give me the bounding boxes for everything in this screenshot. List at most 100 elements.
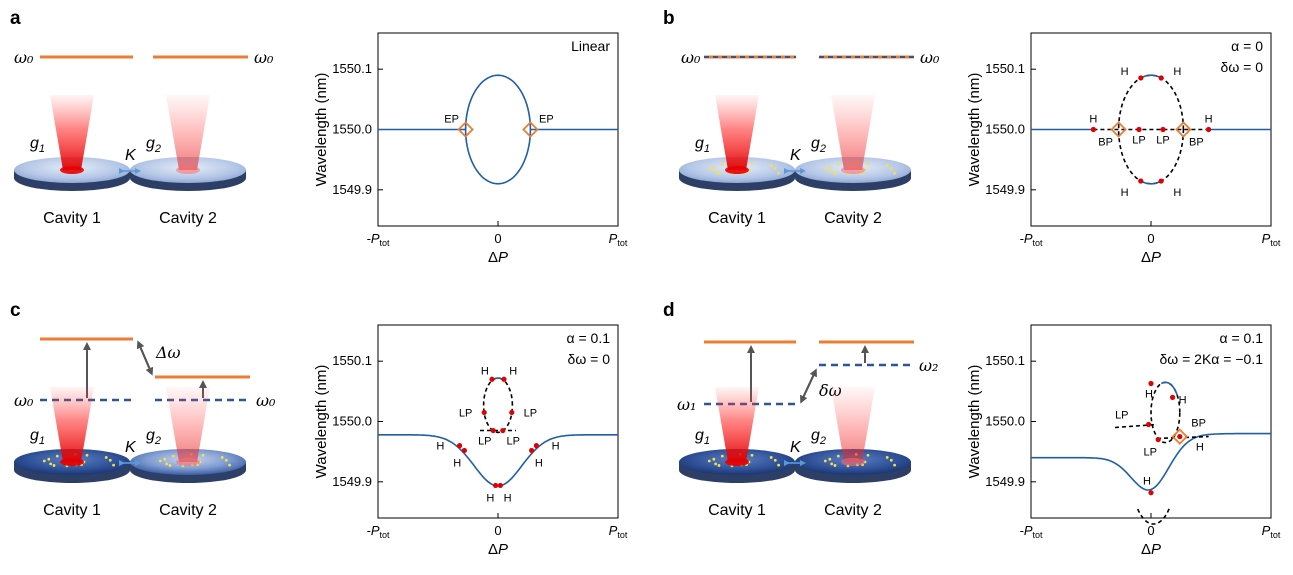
x-axis-label: ΔP (488, 249, 508, 266)
cavity-label-1: Cavity 1 (708, 502, 766, 519)
point-annotation: EP (539, 114, 554, 126)
data-point (461, 447, 467, 454)
data-point (1136, 126, 1142, 133)
point-annotation: EP (444, 114, 459, 126)
gain-label-1: g1 (695, 427, 710, 447)
x-tick-label: Ptot (1262, 523, 1281, 540)
parameter-label: α = 0 (1231, 38, 1263, 54)
x-tick-label: -Ptot (1019, 523, 1043, 540)
point-annotation: H (535, 457, 543, 469)
stable-curve (378, 434, 618, 487)
data-point (1158, 178, 1164, 184)
y-tick-label: 1550.0 (332, 414, 372, 429)
panel-label: d (663, 300, 675, 321)
x-tick-label: -Ptot (1019, 231, 1043, 248)
cavity-disc-1 (14, 449, 130, 483)
x-axis-label: ΔP (1141, 249, 1161, 266)
x-tick-label: -Ptot (366, 231, 390, 248)
level-label-left: ω₀ (14, 391, 34, 410)
x-tick-label: 0 (1147, 523, 1154, 538)
y-tick-label: 1549.9 (332, 182, 372, 197)
level-label-right: ω₂ (919, 356, 938, 375)
point-annotation: LP (1156, 135, 1169, 147)
y-tick-label: 1550.0 (985, 414, 1025, 429)
point-annotation: BP (1189, 137, 1204, 149)
stable-curve (1031, 432, 1271, 491)
point-annotation: BP (1098, 137, 1113, 149)
unstable-loop (1150, 381, 1181, 444)
point-annotation: H (1089, 114, 1097, 126)
coupling-label: K (125, 147, 137, 164)
pump-beam-2 (166, 387, 210, 462)
data-point (500, 427, 506, 434)
panel-label: c (10, 300, 21, 321)
y-tick-label: 1550.0 (332, 122, 372, 137)
point-annotation: LP (459, 407, 472, 419)
cavity-label-2: Cavity 2 (159, 502, 217, 519)
y-tick-label: 1549.9 (985, 474, 1025, 489)
point-annotation: H (486, 492, 494, 504)
level-label-right: ω₀ (920, 48, 940, 67)
pump-beam-2 (831, 95, 875, 170)
wavelength-plot: 1550.1 1550.0 1549.9 -Ptot 0 Ptot ΔP Wavelength… (313, 324, 628, 558)
data-point (1148, 490, 1154, 496)
point-annotation: H (1121, 66, 1129, 78)
exceptional-point-marker (1110, 121, 1127, 138)
exceptional-point-marker (1175, 121, 1192, 138)
y-axis-label: Wavelength (nm) (966, 73, 983, 187)
wavelength-plot: 1550.1 1550.0 1549.9 -Ptot 0 Ptot ΔP Wavelength… (966, 324, 1281, 558)
data-point (1177, 433, 1183, 440)
unstable-lower (1136, 505, 1171, 525)
data-point (1090, 126, 1096, 133)
x-axis-label: ΔP (488, 541, 508, 558)
parameter-label: δω = 2Kα = −0.1 (1160, 351, 1264, 367)
point-annotation: H (1145, 389, 1153, 401)
data-point (490, 427, 496, 434)
cavity-label-2: Cavity 2 (824, 210, 882, 227)
coupling-label: K (790, 147, 802, 164)
coupling-label: K (790, 439, 802, 456)
data-point (529, 447, 535, 454)
level-label-left: ω₀ (14, 48, 34, 67)
x-tick-label: Ptot (609, 231, 628, 248)
data-point (1155, 436, 1161, 443)
point-annotation: H (453, 457, 461, 469)
x-axis-label: ΔP (1141, 541, 1161, 558)
y-tick-label: 1550.1 (985, 61, 1025, 76)
point-annotation: H (1173, 187, 1181, 199)
point-annotation: H (1143, 476, 1151, 488)
data-point (493, 482, 499, 489)
point-annotation: H (1196, 442, 1204, 454)
point-annotation: H (1173, 66, 1181, 78)
cavity-label-1: Cavity 1 (43, 210, 101, 227)
stable-loop-arc (1161, 381, 1179, 396)
level-label-left: ω₁ (677, 395, 696, 414)
point-annotation: LP (524, 407, 537, 419)
data-point (509, 409, 515, 416)
unstable-branch-right (1156, 435, 1209, 440)
point-annotation: H (1121, 187, 1129, 199)
coupling-label: K (125, 439, 137, 456)
y-tick-label: 1549.9 (332, 474, 372, 489)
pump-beam-2 (166, 95, 210, 170)
data-point (1138, 178, 1144, 184)
gain-label-2: g2 (811, 135, 826, 155)
data-point (1206, 126, 1212, 133)
cavity-label-1: Cavity 1 (708, 210, 766, 227)
gain-label-2: g2 (146, 427, 161, 447)
point-annotation: LP (1132, 135, 1145, 147)
data-point (501, 376, 507, 382)
gain-label-1: g1 (695, 135, 710, 155)
x-tick-label: 0 (494, 231, 501, 246)
exceptional-point-marker (522, 121, 539, 138)
point-annotation: LP (478, 436, 491, 448)
pump-beam-2 (831, 387, 875, 462)
y-axis-label: Wavelength (nm) (313, 365, 330, 479)
level-label-right: ω₀ (256, 391, 276, 410)
parameter-label: Linear (571, 38, 610, 54)
x-tick-label: 0 (1147, 231, 1154, 246)
